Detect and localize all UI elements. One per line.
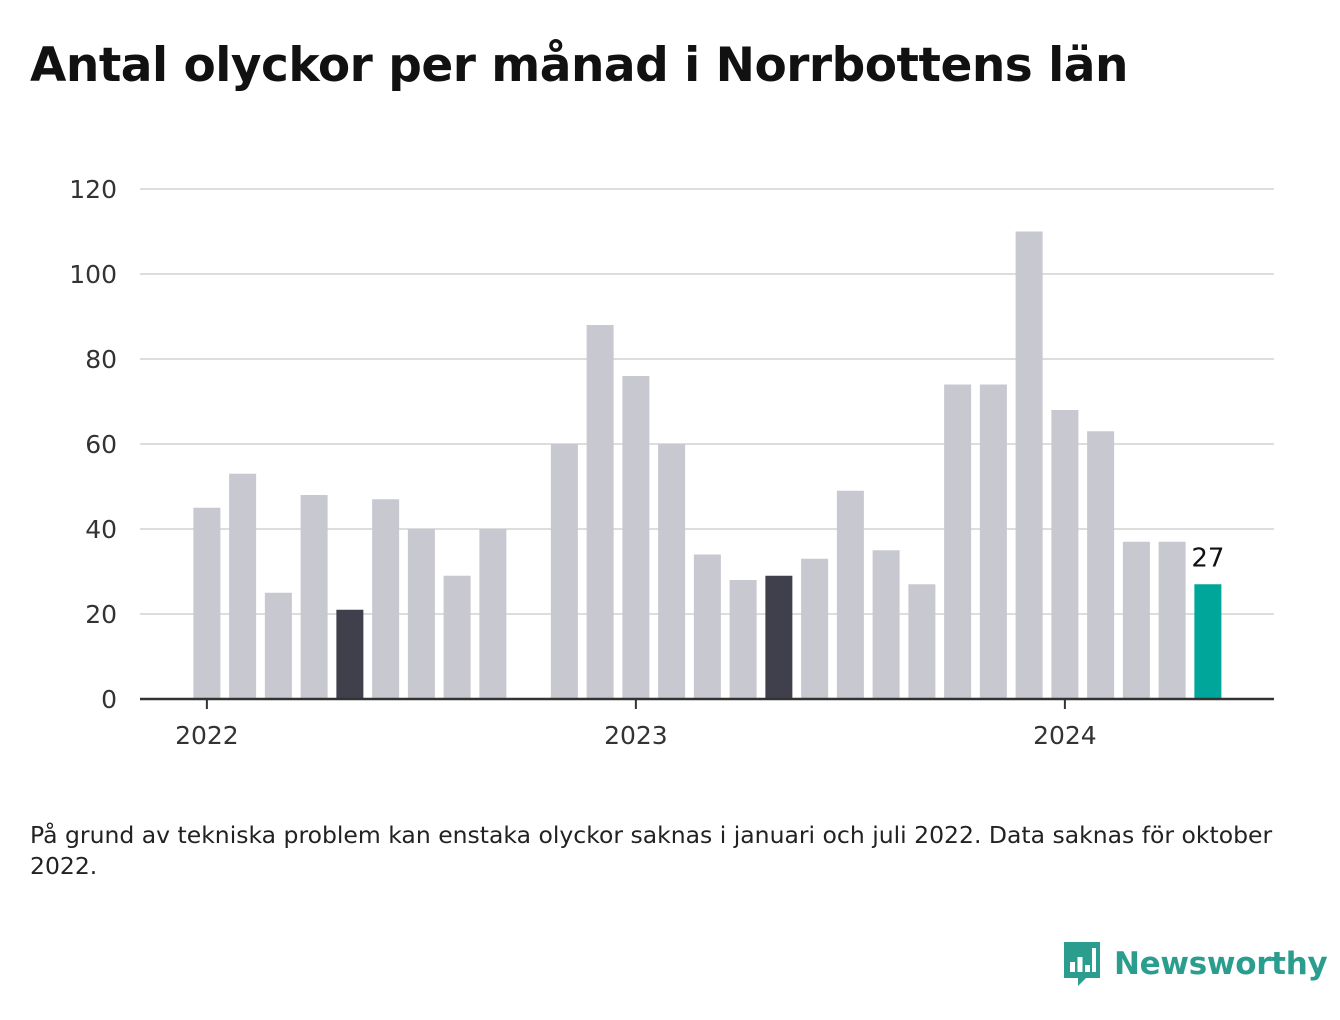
- bar-2024-05: [1194, 584, 1222, 699]
- y-tick-label: 100: [69, 260, 117, 289]
- chart-title: Antal olyckor per månad i Norrbottens lä…: [30, 38, 1128, 93]
- newsworthy-logo-icon: [1064, 942, 1100, 986]
- bar-2022-08: [443, 575, 471, 699]
- y-axis-ticks: 0 20 40 60 80 100 120: [69, 175, 117, 714]
- bar-2022-02: [229, 473, 257, 699]
- newsworthy-logo[interactable]: Newsworthy: [1062, 940, 1328, 988]
- bar-2023-09: [908, 584, 936, 699]
- bar-2023-01: [622, 376, 650, 699]
- bar-2022-04: [300, 495, 328, 699]
- bar-2023-04: [729, 580, 757, 699]
- bars: [193, 231, 1222, 699]
- bar-2024-04: [1158, 541, 1186, 699]
- bar-2023-02: [658, 444, 686, 699]
- y-tick-label: 0: [101, 685, 117, 714]
- bar-2023-05: [765, 575, 793, 699]
- bar-2023-12: [1015, 231, 1043, 699]
- bar-2023-07: [836, 490, 864, 699]
- x-tick-label: 2023: [604, 721, 668, 750]
- bar-chart: 0 20 40 60 80 100 120 27 2022 2023 2024: [69, 175, 1274, 750]
- y-tick-label: 80: [85, 345, 117, 374]
- bar-2022-12: [586, 325, 614, 699]
- data-label: 27: [1191, 543, 1224, 573]
- gridlines: [140, 188, 1274, 615]
- x-tick-label: 2022: [175, 721, 239, 750]
- bar-2023-06: [801, 558, 829, 699]
- bar-2023-08: [872, 550, 900, 699]
- y-tick-label: 60: [85, 430, 117, 459]
- bar-2022-07: [407, 529, 435, 699]
- bar-2022-01: [193, 507, 221, 699]
- bar-2024-03: [1122, 541, 1150, 699]
- x-tick-label: 2024: [1033, 721, 1097, 750]
- bar-2023-11: [979, 384, 1007, 699]
- bar-2024-01: [1051, 410, 1079, 699]
- bar-2023-03: [693, 554, 721, 699]
- bar-2023-10: [944, 384, 972, 699]
- brand-name: Newsworthy: [1114, 946, 1328, 982]
- bar-2022-09: [479, 529, 507, 699]
- bar-2024-02: [1087, 431, 1115, 699]
- x-axis-ticks: 2022 2023 2024: [175, 699, 1097, 750]
- bar-2022-03: [264, 592, 292, 699]
- y-tick-label: 20: [85, 600, 117, 629]
- footnote: På grund av tekniska problem kan enstaka…: [30, 821, 1273, 880]
- y-tick-label: 120: [69, 175, 117, 204]
- y-tick-label: 40: [85, 515, 117, 544]
- bar-2022-05: [336, 609, 364, 699]
- bar-2022-06: [372, 499, 400, 699]
- data-labels: 27: [1191, 543, 1224, 573]
- bar-2022-11: [550, 444, 578, 699]
